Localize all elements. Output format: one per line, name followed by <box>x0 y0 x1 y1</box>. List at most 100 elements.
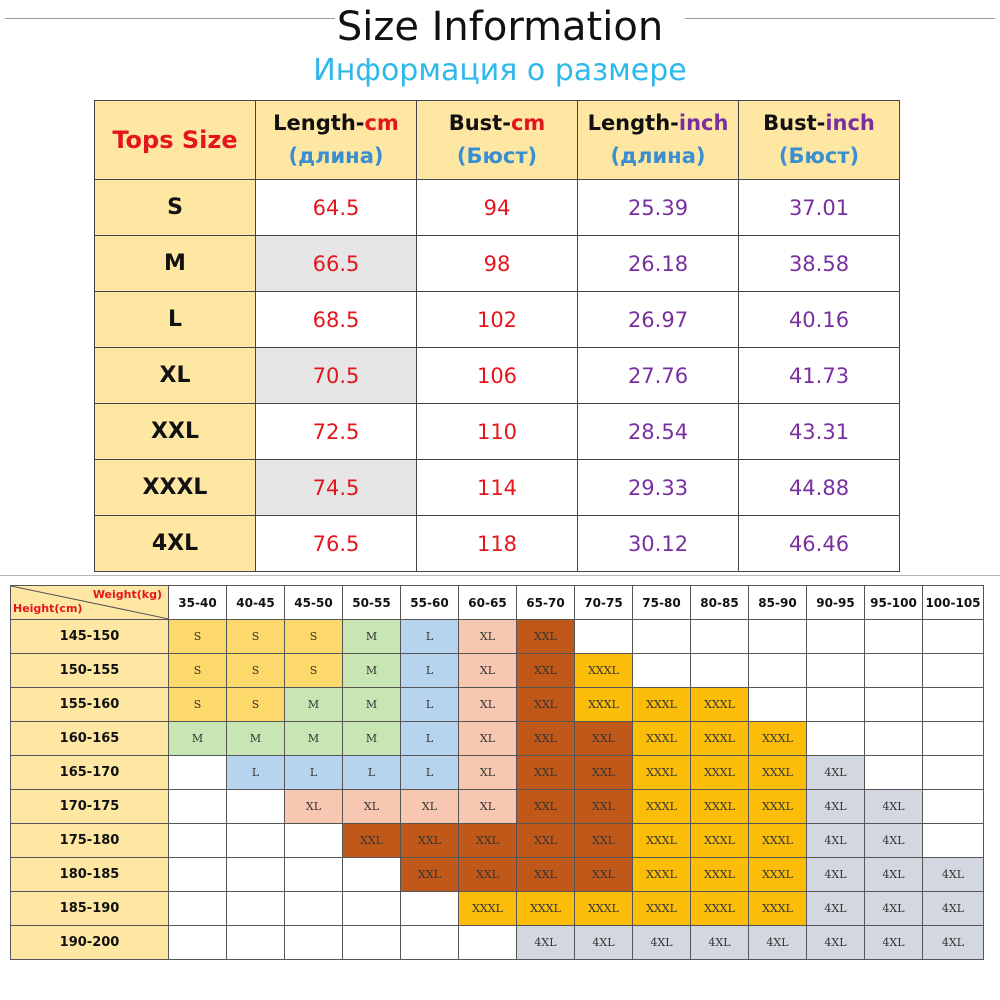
tops-size-table: Tops Size Length-cm (длина) Bust-cm (Бюс… <box>94 100 900 572</box>
size-cell: XXXL <box>574 891 633 926</box>
size-cell <box>922 653 984 688</box>
height-label-cell: 145-150 <box>10 619 169 654</box>
size-cell: XL <box>400 789 459 824</box>
column-header-bust-inch: Bust-inch (Бюст) <box>738 100 900 180</box>
tops-size-row: XXXL 74.5 114 29.33 44.88 <box>94 459 900 516</box>
tops-size-row: L 68.5 102 26.97 40.16 <box>94 291 900 348</box>
column-header-sub: (длина) <box>288 144 384 168</box>
column-header-sub: (Бюст) <box>456 144 538 168</box>
size-cell <box>284 823 343 858</box>
size-cell <box>632 653 691 688</box>
size-cell: XXL <box>516 721 575 756</box>
height-label-cell: 190-200 <box>10 925 169 960</box>
length-inch-value: 29.33 <box>577 459 739 516</box>
column-header-length-inch: Length-inch (длина) <box>577 100 739 180</box>
size-cell: XXXL <box>690 721 749 756</box>
bust-cm-value: 102 <box>416 291 578 348</box>
column-header-sub: (длина) <box>610 144 706 168</box>
size-cell: XL <box>458 687 517 722</box>
weight-header-cell: 40-45 <box>226 585 285 620</box>
height-label-cell: 180-185 <box>10 857 169 892</box>
size-cell <box>168 891 227 926</box>
bust-cm-value: 110 <box>416 403 578 460</box>
size-cell <box>168 823 227 858</box>
size-cell: L <box>400 619 459 654</box>
size-cell <box>168 789 227 824</box>
weight-header-cell: 80-85 <box>690 585 749 620</box>
size-cell <box>574 619 633 654</box>
size-label: XXL <box>94 403 256 460</box>
size-cell: XL <box>342 789 401 824</box>
size-cell: XXL <box>400 857 459 892</box>
size-cell: XXXL <box>458 891 517 926</box>
height-row: 170-175 XL XL XL XL XXL XXL XXXL XXXL XXXL 4XL 4XL <box>10 789 984 824</box>
size-label: XL <box>94 347 256 404</box>
size-cell <box>690 619 749 654</box>
bust-cm-value: 98 <box>416 235 578 292</box>
size-cell: L <box>342 755 401 790</box>
size-cell: XXL <box>342 823 401 858</box>
size-cell <box>690 653 749 688</box>
size-cell: XXXL <box>748 823 807 858</box>
size-cell: XXXL <box>574 653 633 688</box>
height-axis-label: Height(cm) <box>13 602 83 615</box>
size-cell: 4XL <box>806 789 865 824</box>
size-label: XXXL <box>94 459 256 516</box>
size-cell: XXL <box>574 857 633 892</box>
length-cm-value: 64.5 <box>255 179 417 236</box>
bust-cm-value: 114 <box>416 459 578 516</box>
column-header-label: Length- <box>587 111 679 135</box>
weight-header-cell: 100-105 <box>922 585 984 620</box>
size-cell: XXL <box>516 823 575 858</box>
size-cell <box>226 857 285 892</box>
weight-header-cell: 95-100 <box>864 585 923 620</box>
size-cell <box>284 891 343 926</box>
size-cell: 4XL <box>806 755 865 790</box>
length-inch-value: 30.12 <box>577 515 739 572</box>
height-row: 190-200 4XL 4XL 4XL 4XL 4XL 4XL 4XL 4XL <box>10 925 984 960</box>
size-cell: XXXL <box>516 891 575 926</box>
size-cell <box>400 925 459 960</box>
size-cell <box>748 619 807 654</box>
height-row: 155-160 S S M M L XL XXL XXXL XXXL XXXL <box>10 687 984 722</box>
size-cell: XXXL <box>632 755 691 790</box>
length-cm-value: 68.5 <box>255 291 417 348</box>
size-cell: M <box>342 619 401 654</box>
tops-size-row: M 66.5 98 26.18 38.58 <box>94 235 900 292</box>
weight-header-cell: 90-95 <box>806 585 865 620</box>
height-weight-table: Weight(kg) Height(cm) 35-40 40-45 45-50 50-… <box>10 585 984 960</box>
height-label-cell: 170-175 <box>10 789 169 824</box>
height-label-cell: 165-170 <box>10 755 169 790</box>
column-header-unit: inch <box>825 111 875 135</box>
size-cell <box>342 891 401 926</box>
length-cm-value: 70.5 <box>255 347 417 404</box>
size-cell: 4XL <box>864 891 923 926</box>
height-label-cell: 185-190 <box>10 891 169 926</box>
size-cell: XXL <box>458 823 517 858</box>
size-cell: 4XL <box>864 857 923 892</box>
size-cell <box>284 857 343 892</box>
size-cell: XXL <box>574 721 633 756</box>
size-cell <box>922 619 984 654</box>
weight-header-cell: 45-50 <box>284 585 343 620</box>
height-label-cell: 155-160 <box>10 687 169 722</box>
size-label: M <box>94 235 256 292</box>
size-cell: XXXL <box>690 687 749 722</box>
size-cell <box>922 823 984 858</box>
size-cell: 4XL <box>806 925 865 960</box>
size-cell: XXXL <box>632 721 691 756</box>
height-row: 145-150 S S S M L XL XXL <box>10 619 984 654</box>
size-cell: XXL <box>458 857 517 892</box>
hw-corner-cell: Weight(kg) Height(cm) <box>10 585 169 620</box>
tops-size-row: S 64.5 94 25.39 37.01 <box>94 179 900 236</box>
size-cell: S <box>226 619 285 654</box>
weight-header-cell: 65-70 <box>516 585 575 620</box>
size-cell: XXL <box>574 755 633 790</box>
size-label: S <box>94 179 256 236</box>
size-cell <box>922 789 984 824</box>
size-cell: 4XL <box>864 823 923 858</box>
size-cell <box>226 925 285 960</box>
size-cell <box>922 755 984 790</box>
size-cell: XXXL <box>748 857 807 892</box>
length-inch-value: 26.97 <box>577 291 739 348</box>
